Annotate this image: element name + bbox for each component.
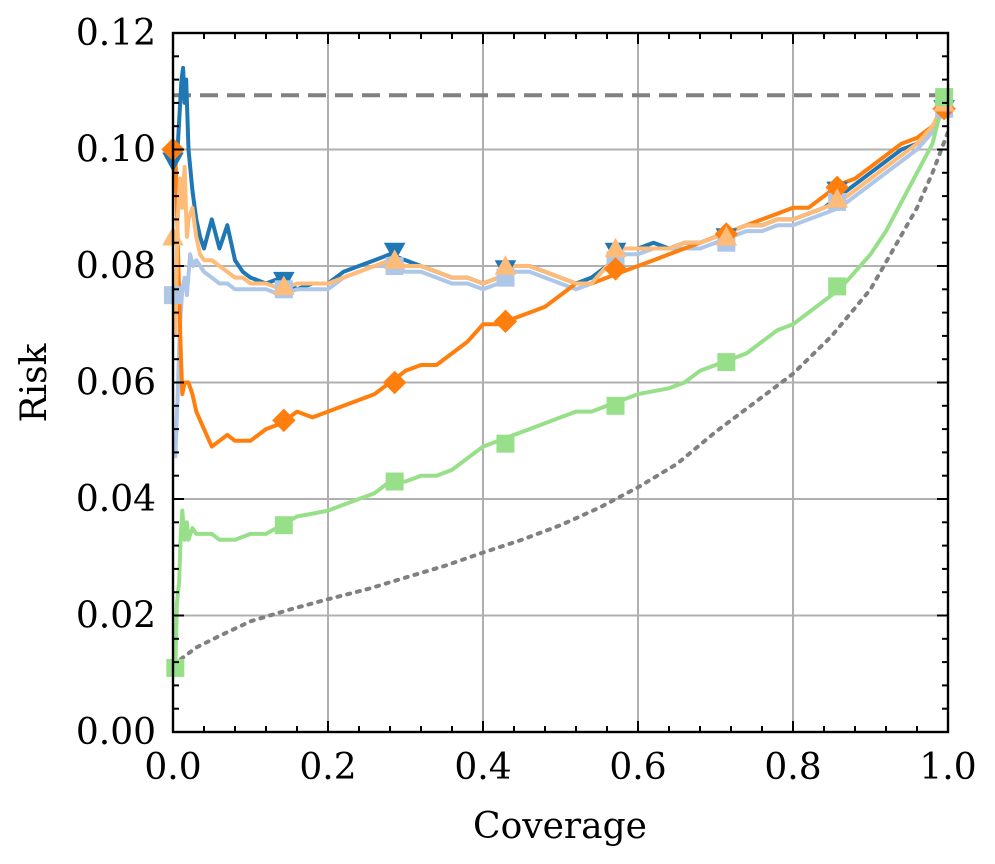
x-tick-labels: 0.0 0.2 0.4 0.6 0.8 1.0	[144, 747, 976, 788]
series-2-marker-3	[493, 309, 518, 334]
x-axis-title: Coverage	[473, 806, 647, 847]
series-3-marker-1	[273, 275, 295, 296]
series-2-marker-6	[825, 175, 849, 200]
x-tick-label-5: 1.0	[919, 747, 976, 788]
series-lines	[173, 65, 947, 668]
y-tick-label-1: 0.02	[76, 596, 156, 637]
y-tick-label-4: 0.08	[76, 246, 156, 287]
series-3-marker-2	[383, 249, 406, 269]
x-tick-label-3: 0.6	[609, 747, 666, 788]
x-tick-label-1: 0.2	[299, 747, 356, 788]
series-line-4	[173, 96, 947, 668]
reference-line-dotted	[178, 130, 948, 662]
y-tick-label-0: 0.00	[76, 712, 156, 753]
series-line-0	[174, 65, 946, 292]
series-4-marker-4	[606, 396, 625, 415]
x-tick-label-0: 0.0	[144, 747, 201, 788]
series-4-marker-1	[274, 516, 293, 535]
series-3-marker-6	[826, 188, 848, 208]
series-4-marker-2	[385, 472, 404, 491]
y-tick-label-3: 0.06	[76, 363, 156, 404]
series-line-3	[173, 102, 946, 336]
x-tick-label-2: 0.4	[454, 747, 511, 788]
grid	[172, 32, 949, 733]
series-2-marker-4	[603, 257, 628, 281]
y-axis-title: Risk	[14, 342, 55, 422]
y-tick-label-6: 0.12	[76, 13, 156, 54]
series-2-marker-2	[382, 370, 407, 395]
series-3-marker-4	[604, 237, 627, 258]
reference-lines	[173, 93, 948, 662]
series-3-marker-3	[494, 255, 517, 275]
x-tick-label-4: 0.8	[764, 747, 821, 788]
y-tick-label-2: 0.04	[76, 479, 156, 520]
series-4-marker-3	[496, 434, 515, 453]
axis-ticks	[172, 32, 949, 733]
series-2-marker-1	[272, 408, 296, 433]
series-4-marker-6	[828, 277, 847, 296]
series-4-marker-0	[166, 658, 185, 677]
y-tick-label-5: 0.10	[76, 130, 156, 171]
series-3-marker-5	[715, 226, 738, 246]
series-line-1	[173, 107, 946, 459]
series-4-marker-5	[717, 353, 736, 372]
y-tick-labels: 0.00 0.02 0.04 0.06 0.08 0.10 0.12	[76, 13, 156, 753]
series-line-2	[173, 107, 946, 449]
